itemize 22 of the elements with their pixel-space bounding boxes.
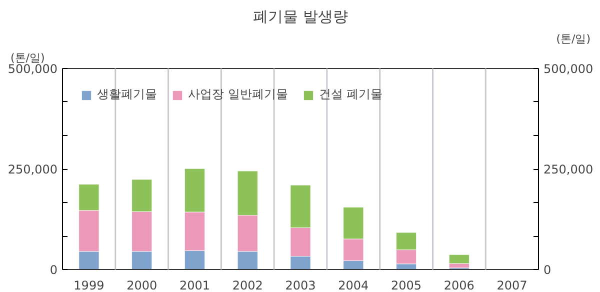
x-tick-label: 2005: [391, 278, 422, 292]
y2-tick-label: 0: [544, 263, 552, 277]
y-tick-label: 250,000: [8, 162, 58, 176]
chart-title: 폐기물 발생량: [253, 8, 348, 26]
x-tick-label: 2006: [444, 278, 474, 292]
bar: [448, 254, 470, 264]
y2-tick-label: 500,000: [544, 62, 594, 76]
y-axis-title: (톤/일): [10, 52, 45, 64]
y-tick-label: 0: [50, 263, 58, 277]
x-tick-label: 2007: [496, 278, 528, 292]
y-tick-label: 500,000: [8, 62, 58, 76]
x-tick-label: 2004: [338, 278, 369, 292]
x-tick-label: 2000: [126, 278, 158, 292]
x-tick-label: 1999: [74, 278, 104, 292]
legend-label: 생활폐기물: [97, 86, 157, 103]
y2-tick-label: 250,000: [544, 162, 594, 176]
y2-axis-title: (톤/일): [556, 32, 591, 46]
legend-label: 건설 폐기물: [318, 86, 383, 103]
x-tick-label: 2001: [179, 278, 210, 292]
x-tick-label: 2002: [232, 278, 263, 292]
x-tick-label: 2003: [285, 278, 316, 292]
legend-label: 사업장 일반폐기물: [188, 86, 288, 103]
